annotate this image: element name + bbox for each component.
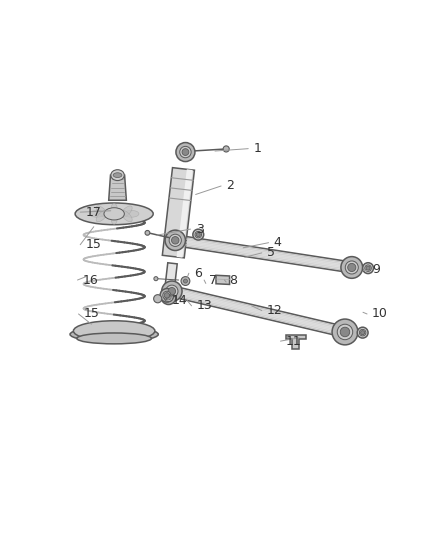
Polygon shape xyxy=(162,168,194,258)
Ellipse shape xyxy=(120,206,132,217)
Ellipse shape xyxy=(357,327,368,338)
Ellipse shape xyxy=(74,321,155,341)
Ellipse shape xyxy=(113,173,122,177)
Ellipse shape xyxy=(345,261,358,274)
Ellipse shape xyxy=(104,208,124,220)
Ellipse shape xyxy=(154,295,162,303)
Ellipse shape xyxy=(180,147,191,158)
Ellipse shape xyxy=(348,263,356,271)
Text: 17: 17 xyxy=(85,206,101,219)
Ellipse shape xyxy=(196,232,200,237)
Ellipse shape xyxy=(168,287,176,295)
Ellipse shape xyxy=(163,291,171,300)
Ellipse shape xyxy=(184,279,187,283)
Text: 6: 6 xyxy=(194,266,202,280)
Ellipse shape xyxy=(169,234,181,246)
Ellipse shape xyxy=(340,327,350,337)
Text: 12: 12 xyxy=(267,304,283,317)
Ellipse shape xyxy=(182,149,189,156)
Text: 16: 16 xyxy=(83,273,99,287)
Text: 2: 2 xyxy=(226,180,234,192)
Ellipse shape xyxy=(75,203,153,225)
Text: 1: 1 xyxy=(253,142,261,155)
Ellipse shape xyxy=(359,329,366,336)
Ellipse shape xyxy=(162,281,182,302)
Ellipse shape xyxy=(164,293,170,298)
Ellipse shape xyxy=(181,277,190,286)
Ellipse shape xyxy=(161,289,176,304)
Text: 4: 4 xyxy=(274,236,282,249)
Ellipse shape xyxy=(111,169,124,181)
Ellipse shape xyxy=(154,277,158,281)
Text: 8: 8 xyxy=(230,273,237,287)
Polygon shape xyxy=(109,175,127,200)
Ellipse shape xyxy=(160,288,174,302)
Ellipse shape xyxy=(164,293,173,302)
Ellipse shape xyxy=(145,230,150,235)
Text: 11: 11 xyxy=(286,335,301,348)
Polygon shape xyxy=(171,286,346,337)
Polygon shape xyxy=(286,335,306,349)
Polygon shape xyxy=(174,235,353,273)
Ellipse shape xyxy=(223,146,229,152)
Polygon shape xyxy=(164,263,177,297)
Ellipse shape xyxy=(363,263,374,273)
Ellipse shape xyxy=(166,285,178,297)
Text: 15: 15 xyxy=(85,238,101,251)
Ellipse shape xyxy=(124,211,139,217)
Text: 10: 10 xyxy=(372,308,388,320)
Ellipse shape xyxy=(96,206,108,217)
Ellipse shape xyxy=(77,333,152,344)
Text: 14: 14 xyxy=(172,294,187,307)
Ellipse shape xyxy=(70,327,158,342)
Ellipse shape xyxy=(366,266,370,270)
Ellipse shape xyxy=(195,231,201,238)
Ellipse shape xyxy=(166,294,171,300)
Ellipse shape xyxy=(165,230,185,251)
Text: 5: 5 xyxy=(267,246,275,260)
Ellipse shape xyxy=(120,210,132,222)
Text: 15: 15 xyxy=(84,308,99,320)
Ellipse shape xyxy=(89,211,104,217)
Ellipse shape xyxy=(360,330,365,335)
Ellipse shape xyxy=(341,256,363,278)
Ellipse shape xyxy=(332,319,358,345)
Ellipse shape xyxy=(365,265,371,271)
Polygon shape xyxy=(216,275,230,285)
Ellipse shape xyxy=(176,142,195,161)
Polygon shape xyxy=(177,169,193,257)
Text: 13: 13 xyxy=(197,300,212,312)
Text: 3: 3 xyxy=(196,223,204,236)
Ellipse shape xyxy=(111,209,117,224)
Ellipse shape xyxy=(111,203,117,218)
Ellipse shape xyxy=(96,210,108,222)
Text: 7: 7 xyxy=(209,273,217,287)
Ellipse shape xyxy=(172,237,179,244)
Ellipse shape xyxy=(337,324,353,340)
Ellipse shape xyxy=(193,229,204,240)
Text: 9: 9 xyxy=(372,263,380,276)
